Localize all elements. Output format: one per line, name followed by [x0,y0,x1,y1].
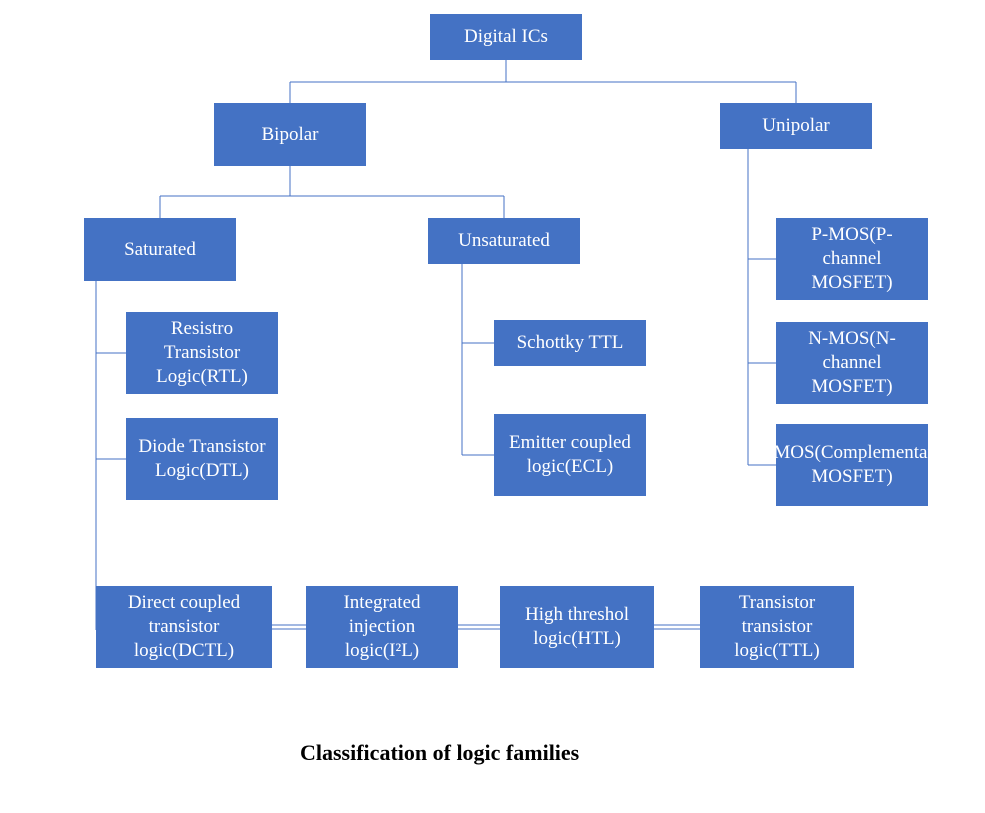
node-label: Integrated injection logic(I²L) [314,591,450,662]
node-dtl: Diode Transistor Logic(DTL) [126,418,278,500]
node-htl: High threshol logic(HTL) [500,586,654,668]
node-ttl: Transistor transistor logic(TTL) [700,586,854,668]
node-label: Schottky TTL [517,331,624,355]
node-unipolar: Unipolar [720,103,872,149]
node-nmos: N-MOS(N-channel MOSFET) [776,322,928,404]
node-label: Saturated [124,238,196,262]
node-label: Transistor transistor logic(TTL) [708,591,846,662]
node-iil: Integrated injection logic(I²L) [306,586,458,668]
node-ecl: Emitter coupled logic(ECL) [494,414,646,496]
node-label: Unipolar [762,114,830,138]
node-bipolar: Bipolar [214,103,366,166]
node-cmos: CMOS(Complementary MOSFET) [776,424,928,506]
node-rtl: Resistro Transistor Logic(RTL) [126,312,278,394]
node-schottky-ttl: Schottky TTL [494,320,646,366]
node-label: P-MOS(P-channel MOSFET) [784,223,920,294]
node-label: Direct coupled transistor logic(DCTL) [104,591,264,662]
node-label: High threshol logic(HTL) [508,603,646,651]
node-label: N-MOS(N-channel MOSFET) [784,327,920,398]
node-dctl: Direct coupled transistor logic(DCTL) [96,586,272,668]
node-digital-ics: Digital ICs [430,14,582,60]
diagram-caption: Classification of logic families [300,740,579,766]
node-unsaturated: Unsaturated [428,218,580,264]
node-label: Bipolar [262,123,319,147]
node-label: CMOS(Complementary MOSFET) [761,441,944,489]
node-saturated: Saturated [84,218,236,281]
node-label: Unsaturated [458,229,550,253]
node-label: Resistro Transistor Logic(RTL) [134,317,270,388]
node-pmos: P-MOS(P-channel MOSFET) [776,218,928,300]
node-label: Emitter coupled logic(ECL) [502,431,638,479]
node-label: Digital ICs [464,25,548,49]
node-label: Diode Transistor Logic(DTL) [134,435,270,483]
